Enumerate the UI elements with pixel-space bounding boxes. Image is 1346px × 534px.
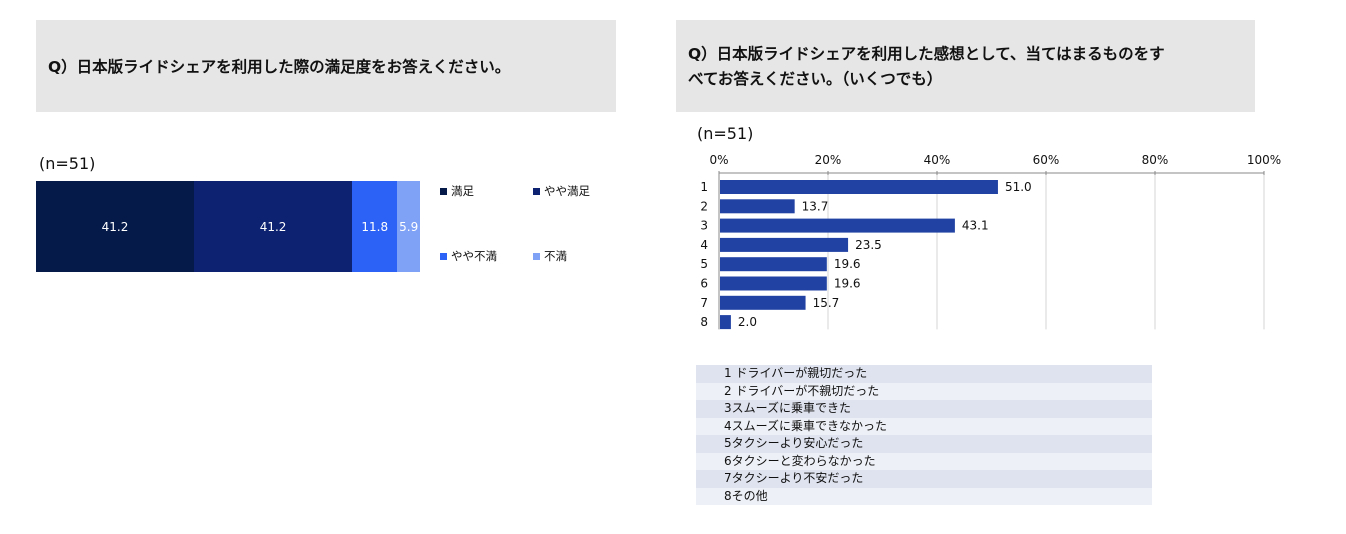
data-label: 19.6	[834, 277, 861, 291]
segment-value-label: 41.2	[259, 219, 287, 234]
data-label: 51.0	[1005, 180, 1032, 194]
key-row: 1 ドライバーが親切だった	[696, 365, 1152, 383]
x-tick-label: 40%	[924, 153, 951, 167]
category-label: 4	[700, 238, 708, 252]
question-text-line1: Q）日本版ライドシェアを利用した感想として、当てはまるものをす	[688, 45, 1165, 63]
legend-swatch	[533, 187, 540, 195]
legend-label: やや満足	[544, 184, 590, 198]
x-tick-label: 60%	[1033, 153, 1060, 167]
x-tick-label: 20%	[815, 153, 842, 167]
legend-label: やや不満	[451, 249, 497, 263]
category-key-table: 1 ドライバーが親切だった 2 ドライバーが不親切だった 3スムーズに乗車できた 4ス…	[696, 365, 1152, 505]
category-label: 8	[700, 315, 708, 329]
category-label: 3	[700, 219, 708, 233]
data-label: 43.1	[962, 219, 989, 233]
bar	[720, 237, 849, 252]
category-label: 7	[700, 296, 708, 310]
legend-label: 不満	[544, 249, 567, 263]
question-box-satisfaction: Q）日本版ライドシェアを利用した際の満足度をお答えください。	[36, 20, 616, 112]
bar	[720, 218, 955, 233]
legend-item: やや不満	[440, 248, 497, 264]
stack-segment-2: 41.2	[194, 181, 353, 272]
data-label: 2.0	[738, 315, 757, 329]
segment-value-label: 5.9	[399, 219, 419, 234]
key-row: 7タクシーより不安だった	[696, 470, 1152, 488]
stack-segment-4: 5.9	[397, 181, 420, 272]
legend-item: 不満	[533, 248, 567, 264]
bar	[720, 180, 998, 194]
x-tick-label: 80%	[1142, 153, 1169, 167]
bar	[720, 276, 827, 291]
legend-swatch	[533, 252, 540, 260]
legend-label: 満足	[451, 184, 474, 198]
category-label: 2	[700, 199, 708, 213]
key-row: 8その他	[696, 487, 1152, 505]
key-row: 5タクシーより安心だった	[696, 435, 1152, 453]
data-label: 19.6	[834, 257, 861, 271]
category-label: 5	[700, 257, 708, 271]
x-tick-label: 0%	[709, 153, 728, 167]
key-row: 3スムーズに乗車できた	[696, 400, 1152, 418]
legend-item: 満足	[440, 183, 474, 199]
stack-segment-3: 11.8	[352, 181, 398, 272]
data-label: 23.5	[855, 238, 882, 252]
stacked-bar-chart: 41.2 41.2 11.8 5.9	[36, 181, 420, 272]
question-text-line2: べてお答えください。（いくつでも）	[688, 70, 943, 88]
horizontal-bar-chart: 0% 20% 40% 60% 80% 100% 1 51.0 2 13.7 3 43.1 4 23.5 5 1…	[700, 153, 1281, 330]
stack-segment-1: 41.2	[36, 181, 195, 272]
legend-swatch	[440, 252, 447, 260]
data-label: 13.7	[802, 199, 829, 213]
bar	[720, 295, 806, 310]
question-text: Q）日本版ライドシェアを利用した際の満足度をお答えください。	[48, 58, 511, 76]
legend-swatch	[440, 187, 447, 195]
key-row: 2 ドライバーが不親切だった	[696, 382, 1152, 400]
category-label: 6	[700, 277, 708, 291]
segment-value-label: 11.8	[361, 219, 389, 234]
sample-size-label: (n=51)	[697, 124, 754, 143]
key-row: 4スムーズに乗車できなかった	[696, 417, 1152, 435]
key-row: 6タクシーと変わらなかった	[696, 452, 1152, 470]
question-box-impressions: Q）日本版ライドシェアを利用した感想として、当てはまるものをす べてお答えくださ…	[676, 20, 1255, 112]
data-label: 15.7	[813, 296, 840, 310]
x-tick-label: 100%	[1247, 153, 1281, 167]
bar	[720, 315, 731, 330]
segment-value-label: 41.2	[101, 219, 129, 234]
category-label: 1	[700, 180, 708, 194]
sample-size-label: (n=51)	[39, 154, 96, 173]
legend-item: やや満足	[533, 183, 590, 199]
bar	[720, 257, 827, 272]
bar	[720, 199, 795, 214]
